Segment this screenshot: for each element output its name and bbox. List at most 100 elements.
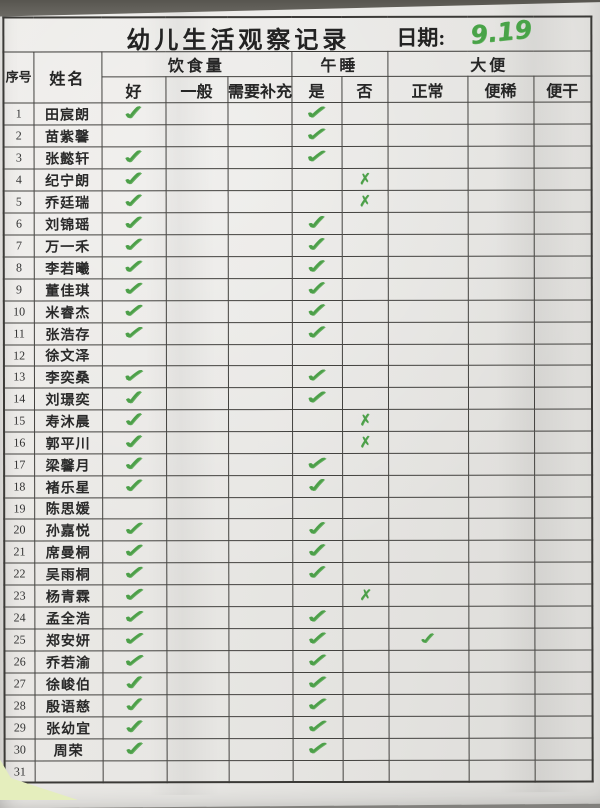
mark-cell	[533, 212, 592, 235]
table-row: 12 徐文泽	[3, 344, 593, 367]
checkmark-icon: ✓	[303, 515, 332, 541]
checkmark-icon: ✓	[302, 143, 331, 169]
mark-cell	[341, 212, 388, 235]
mark-cell	[468, 584, 535, 607]
mark-cell	[534, 628, 593, 651]
row-serial: 8	[3, 256, 34, 280]
mark-cell	[467, 365, 534, 388]
mark-cell	[165, 102, 228, 125]
mark-cell	[165, 234, 228, 257]
row-serial: 1	[3, 102, 34, 126]
student-name: 万一禾	[33, 234, 102, 257]
student-name: 郑安妍	[34, 628, 103, 651]
observation-record-table: 幼儿生活观察记录 日期: 9.19 序号 姓名 饮食量 午睡 大便 好	[2, 14, 594, 784]
checkmark-icon: ✓	[120, 210, 147, 235]
mark-cell	[228, 497, 293, 519]
checkmark-icon: ✓	[303, 275, 331, 301]
mark-cell	[166, 497, 229, 519]
checkmark-icon: ✓	[120, 297, 148, 323]
mark-cell	[388, 497, 469, 519]
mark-cell	[534, 672, 593, 695]
mark-cell	[341, 124, 388, 147]
checkmark-icon: ✓	[119, 362, 149, 389]
checkmark-icon: ✓	[120, 713, 149, 739]
col-group-bowel: 大便	[387, 51, 592, 77]
row-serial: 3	[3, 146, 34, 170]
title-cell: 幼儿生活观察记录 日期: 9.19	[3, 14, 592, 54]
checkmark-icon: ✓	[302, 231, 331, 257]
mark-cell	[227, 278, 292, 301]
mark-cell	[227, 300, 292, 323]
mark-cell	[388, 650, 469, 673]
mark-cell	[387, 168, 468, 191]
mark-cell	[342, 562, 389, 585]
table-row: 24 孟全浩 ✓ ✓	[4, 604, 593, 630]
mark-cell	[468, 475, 535, 498]
mark-cell	[388, 694, 469, 717]
checkmark-icon: ✓	[121, 735, 149, 761]
mark-cell	[468, 606, 535, 629]
mark-cell	[342, 760, 389, 782]
mark-cell	[468, 497, 535, 519]
checkmark-icon: ✓	[120, 691, 149, 718]
row-serial: 9	[3, 278, 34, 302]
table-row: 11 张浩存 ✓ ✓	[3, 320, 593, 346]
mark-cell	[165, 344, 228, 366]
col-header-good: 好	[101, 76, 166, 103]
table-row: 22 吴雨桐 ✓ ✓	[4, 559, 593, 586]
mark-cell	[387, 300, 468, 323]
checkmark-icon: ✓	[119, 406, 149, 433]
mark-cell: ✓	[292, 735, 343, 761]
mark-cell	[468, 628, 535, 651]
row-serial: 2	[3, 124, 34, 148]
mark-cell	[467, 124, 534, 147]
mark-cell	[467, 234, 534, 257]
mark-cell	[388, 540, 469, 563]
mark-cell	[166, 738, 229, 761]
mark-cell	[387, 344, 468, 366]
title-row: 幼儿生活观察记录 日期: 9.19	[3, 14, 592, 54]
mark-cell: ✓	[388, 628, 469, 651]
mark-cell	[341, 344, 388, 366]
checkmark-icon: ✓	[120, 647, 149, 674]
table-row: 28 殷语慈 ✓ ✓	[4, 691, 593, 718]
mark-cell	[166, 694, 229, 717]
mark-cell	[342, 475, 389, 498]
date-label: 日期:	[396, 25, 446, 50]
table-row: 29 张幼宜 ✓ ✓	[4, 713, 593, 740]
student-name: 褚乐星	[34, 475, 103, 498]
checkmark-icon: ✓	[120, 625, 149, 651]
mark-cell	[341, 256, 388, 279]
mark-cell	[387, 190, 468, 213]
mark-cell	[228, 562, 293, 585]
checkmark-icon: ✓	[302, 450, 332, 476]
row-serial: 6	[3, 212, 34, 236]
table-row: 14 刘璟奕 ✓ ✓	[3, 384, 593, 410]
mark-cell	[534, 606, 593, 629]
student-name: 乔若渝	[34, 650, 103, 673]
mark-cell	[387, 146, 468, 169]
mark-cell	[388, 584, 469, 607]
student-name: 郭平川	[34, 431, 103, 454]
mark-cell	[227, 146, 292, 169]
mark-cell	[227, 256, 292, 279]
mark-cell	[342, 540, 389, 563]
row-serial: 17	[4, 453, 35, 477]
form-content: 幼儿生活观察记录 日期: 9.19 序号 姓名 饮食量 午睡 大便 好	[2, 14, 594, 784]
table-row: 16 郭平川 ✓ ✗	[4, 429, 593, 455]
checkmark-icon: ✓	[121, 560, 148, 585]
row-serial: 30	[4, 738, 35, 762]
mark-cell	[533, 234, 592, 257]
checkmark-icon: ✓	[304, 559, 331, 585]
table-row: 1 田宸朗 ✓ ✓	[3, 99, 592, 126]
student-name: 李若曦	[33, 256, 102, 279]
mark-cell	[533, 387, 593, 410]
checkmark-icon: ✓	[120, 165, 148, 191]
table-row: 23 杨青霖 ✓ ✗	[4, 582, 593, 608]
mark-cell	[467, 190, 534, 213]
mark-cell	[533, 365, 593, 388]
mark-cell	[165, 322, 228, 345]
table-row: 4 纪宁朗 ✓ ✗	[3, 165, 592, 192]
row-serial: 10	[3, 300, 34, 324]
